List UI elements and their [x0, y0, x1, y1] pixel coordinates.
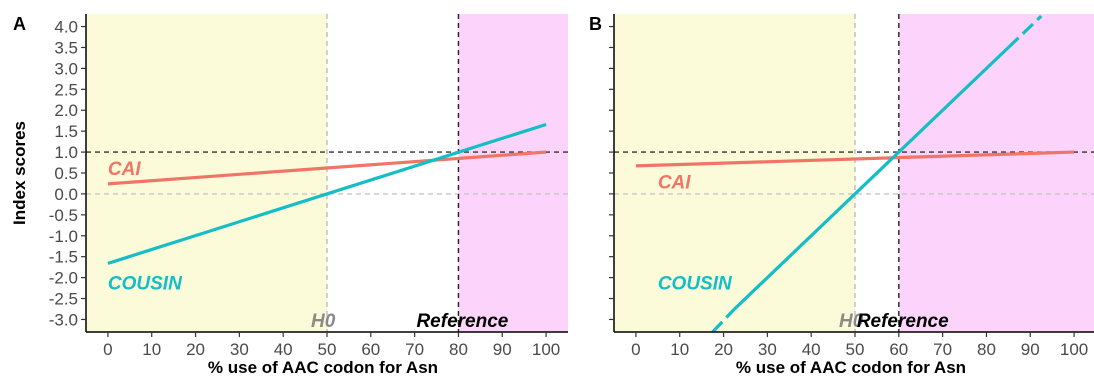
x-tick-label: 90 — [1021, 340, 1040, 359]
series-dashed-cousin — [1007, 14, 1043, 49]
x-tick-label: 30 — [230, 340, 249, 359]
y-tick-label: 2.0 — [54, 101, 78, 120]
y-tick-label: -2.0 — [49, 269, 78, 288]
y-tick-label: -3.0 — [49, 310, 78, 329]
series-label-cai: CAI — [108, 159, 141, 180]
series-line-cousin — [733, 46, 1010, 311]
y-axis-title: Index scores — [10, 121, 29, 225]
vline-label-h0: H0 — [839, 311, 864, 332]
y-tick-label: 2.5 — [54, 80, 78, 99]
y-tick-label: 1.5 — [54, 122, 78, 141]
x-tick-label: 50 — [318, 340, 337, 359]
x-tick-label: 100 — [532, 340, 560, 359]
x-axis-title: % use of AAC codon for Asn — [736, 358, 966, 377]
series-line-cai — [635, 150, 1075, 168]
y-tick-label: -0.5 — [49, 206, 78, 225]
y-tick-label: 3.5 — [54, 38, 78, 57]
panel-a: CAI COUSIN H0 Reference -3.0-2.5 -2.0 -1.5 -1.0… — [10, 14, 568, 377]
x-tick-label: 20 — [186, 340, 205, 359]
x-tick-label: 10 — [670, 340, 689, 359]
series-line-cousin — [107, 122, 547, 265]
x-tick-label: 60 — [889, 340, 908, 359]
x-axis-title: % use of AAC codon for Asn — [208, 358, 438, 377]
panel-letter: A — [13, 14, 26, 34]
y-tick-label: -2.5 — [49, 290, 78, 309]
x-tick-label: 60 — [361, 340, 380, 359]
shaded-region — [614, 14, 855, 332]
shaded-region — [86, 14, 327, 332]
x-tick-label: 70 — [405, 340, 424, 359]
x-tick-label: 90 — [493, 340, 512, 359]
y-tick-label: -1.5 — [49, 248, 78, 267]
y-tick-label: 0.0 — [54, 185, 78, 204]
panel-letter: B — [589, 14, 602, 34]
series-label-cousin: COUSIN — [658, 274, 733, 295]
x-tick-label: 80 — [977, 340, 996, 359]
x-tick-label: 0 — [631, 340, 640, 359]
x-tick-label: 0 — [103, 340, 112, 359]
x-tick-label: 40 — [802, 340, 821, 359]
y-tick-label: 3.0 — [54, 59, 78, 78]
x-tick-label: 30 — [758, 340, 777, 359]
series-label-cousin: COUSIN — [108, 274, 183, 295]
series-label-cai: CAI — [658, 172, 691, 193]
x-tick-label: 50 — [846, 340, 865, 359]
series-dashed-cousin — [711, 307, 736, 332]
x-tick-label: 70 — [933, 340, 952, 359]
x-tick-label: 40 — [274, 340, 293, 359]
vline-label-h0: H0 — [311, 311, 336, 332]
plot-area — [614, 14, 1094, 332]
shaded-region — [898, 14, 1094, 332]
shaded-region — [458, 14, 568, 332]
x-tick-label: 10 — [142, 340, 161, 359]
x-tick-label: 100 — [1060, 340, 1088, 359]
x-tick-label: 20 — [714, 340, 733, 359]
y-tick-label: 0.5 — [54, 164, 78, 183]
y-tick-label: -1.0 — [49, 227, 78, 246]
y-tick-label: 4.0 — [54, 18, 78, 37]
y-tick-label: 1.0 — [54, 143, 78, 162]
vline-label-reference: Reference — [416, 311, 508, 332]
vline-label-reference: Reference — [857, 311, 949, 332]
x-tick-label: 80 — [449, 340, 468, 359]
series-line-cai — [107, 150, 547, 186]
plot-area — [86, 14, 568, 332]
